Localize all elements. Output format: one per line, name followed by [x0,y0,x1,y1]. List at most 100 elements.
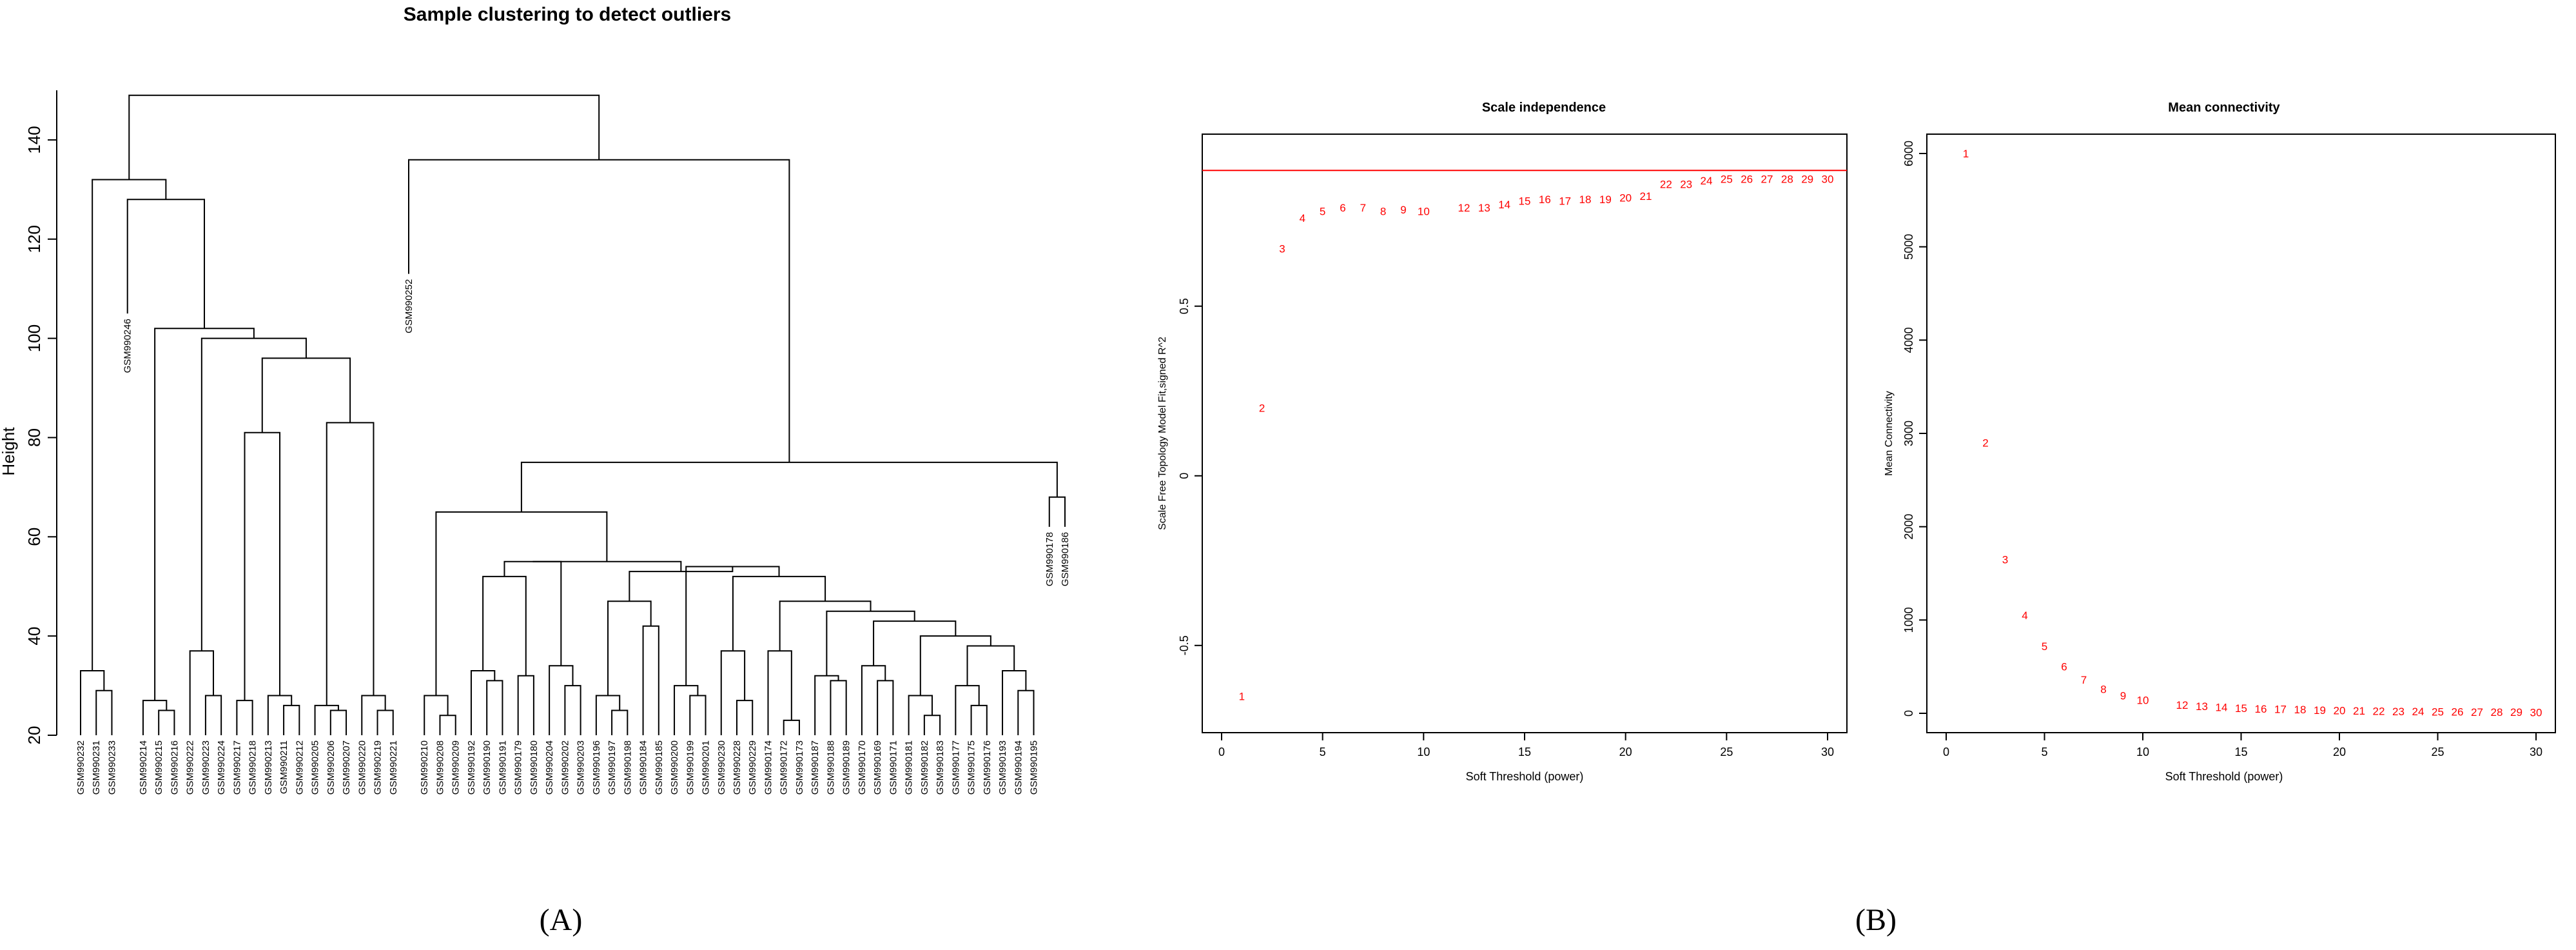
dendrogram-branch [767,650,792,735]
dendrogram-branch [439,715,456,735]
dendrogram-branch [200,337,307,651]
dendrogram-branch [736,700,754,735]
dendrogram-branch [877,680,894,735]
dendrogram-leaf-label: GSM990246 [122,319,133,373]
dendrogram-branch [142,700,168,735]
scale-independence-y-tick-label: 0 [1178,473,1191,479]
mean-connectivity-point: 13 [2196,700,2208,713]
dendrogram-branch [236,700,253,735]
dendrogram-leaf-label: GSM990211 [278,740,289,794]
dendrogram-leaf-label: GSM990233 [106,740,117,795]
dendrogram-leaf-label: GSM990188 [825,740,836,795]
scale-independence-x-tick-label: 20 [1619,746,1632,758]
dendrogram-branch [520,461,1058,512]
scale-independence-x-tick-label: 25 [1720,746,1733,758]
dendrogram-leaf-label: GSM990199 [685,740,696,795]
dendrogram-leaf-label: GSM990210 [419,740,430,795]
dendrogram-branch [283,704,300,735]
scale-independence-x-tick-label: 0 [1218,746,1225,758]
dendrogram-branch [408,159,790,462]
dendrogram-branch [1002,670,1027,735]
mean-connectivity-point: 21 [2353,705,2365,717]
dendrogram-leaf-label: GSM990184 [638,740,649,795]
mean-connectivity-x-tick-label: 15 [2234,746,2247,758]
dendrogram-branch [376,709,394,735]
mean-connectivity-y-tick-label: 5000 [1902,234,1915,260]
dendrogram-branch [517,675,534,735]
dendrogram-branch [1017,689,1035,735]
mean-connectivity-y-tick-label: 4000 [1902,327,1915,353]
mean-connectivity-y-tick-label: 2000 [1902,514,1915,540]
dendrogram-y-tick-label: 60 [24,528,44,546]
scale-independence-x-tick-label: 10 [1417,746,1430,758]
dendrogram-branch [486,680,503,735]
mean-connectivity-point: 12 [2176,699,2189,711]
dendrogram-leaf-label: GSM990196 [591,740,602,795]
scale-independence-point: 28 [1781,173,1793,185]
dendrogram-leaf-label: GSM990205 [310,740,321,795]
dendrogram-leaf-label: GSM990192 [466,740,477,795]
mean-connectivity-point: 27 [2471,706,2483,718]
mean-connectivity-point: 26 [2452,706,2464,718]
dendrogram-leaf-label: GSM990191 [497,740,508,795]
dendrogram-branch [1048,496,1066,527]
scale-independence-point: 7 [1360,202,1366,214]
dendrogram-leaf-label: GSM990200 [669,740,680,795]
scale-independence-point: 5 [1320,205,1325,217]
dendrogram-leaf-label: GSM990223 [200,740,211,795]
dendrogram-leaf-label: GSM990170 [857,740,868,795]
dendrogram-leaf-label: GSM990204 [544,740,555,795]
dendrogram-y-tick-label: 100 [24,324,44,352]
mean-connectivity-point: 15 [2235,702,2247,715]
dendrogram-leaf-label: GSM990232 [75,740,86,795]
dendrogram-leaf-label: GSM990169 [872,740,883,795]
dendrogram-leaf-label: GSM990215 [153,740,164,795]
dendrogram-leaf-label: GSM990187 [810,740,821,795]
dendrogram-leaf-label: GSM990224 [216,740,227,795]
dendrogram-y-tick-label: 120 [24,225,44,253]
dendrogram-leaf-label: GSM990198 [622,740,633,795]
mean-connectivity-panel: Mean connectivity 0 5 10 15 20 25 300100020003… [1884,101,2556,783]
mean-connectivity-point: 28 [2491,706,2503,718]
dendrogram-leaf-label: GSM990229 [747,740,758,795]
dendrogram-branch [779,600,872,651]
mean-connectivity-point: 23 [2392,706,2405,718]
mean-connectivity-xlabel: Soft Threshold (power) [2165,770,2283,783]
scale-independence-x-tick-label: 30 [1821,746,1834,758]
dendrogram-leaf-label: GSM990228 [732,740,743,795]
dendrogram-tree [80,94,1066,735]
dendrogram-leaf-label: GSM990208 [434,740,445,795]
mean-connectivity-y-tick-label: 0 [1902,710,1915,717]
dendrogram-leaf-label: GSM990222 [185,740,196,795]
dendrogram-leaf-label: GSM990212 [294,740,305,795]
scale-independence-point: 2 [1259,402,1265,415]
dendrogram-branch [955,685,980,735]
dendrogram-leaf-label: GSM990209 [451,740,462,795]
dendrogram-leaf-label: GSM990203 [576,740,587,795]
dendrogram-leaf-label: GSM990186 [1060,532,1071,586]
mean-connectivity-point: 1 [1963,148,1969,160]
mean-connectivity-point: 24 [2412,706,2425,718]
dendrogram-branch [783,719,800,735]
scale-independence-point: 8 [1380,205,1386,217]
mean-connectivity-plot-box [1926,134,2556,733]
dendrogram-leaf-label: GSM990207 [341,740,352,795]
dendrogram-branch [267,695,293,735]
dendrogram-leaf-label: GSM990214 [138,740,149,795]
mean-connectivity-point: 9 [2120,690,2126,702]
scale-independence-point: 9 [1400,204,1406,216]
dendrogram-leaf-label: GSM990171 [888,740,899,795]
dendrogram-branch [607,600,652,696]
mean-connectivity-point: 8 [2100,683,2106,695]
scale-independence-point: 24 [1701,175,1713,187]
mean-connectivity-y-tick-label: 6000 [1902,141,1915,166]
dendrogram-y-tick-label: 20 [24,726,44,745]
dendrogram-branch [830,680,847,735]
scale-independence-point: 20 [1619,192,1632,204]
scale-independence-x-tick-label: 15 [1518,746,1531,758]
scale-independence-point: 30 [1822,173,1834,185]
dendrogram-branch [261,357,351,433]
mean-connectivity-point: 19 [2314,704,2326,717]
